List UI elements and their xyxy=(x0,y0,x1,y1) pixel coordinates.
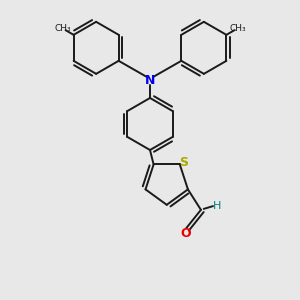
Text: CH₃: CH₃ xyxy=(229,24,246,33)
Text: S: S xyxy=(179,156,188,169)
Text: N: N xyxy=(145,74,155,87)
Text: CH₃: CH₃ xyxy=(54,24,71,33)
Text: H: H xyxy=(212,201,221,211)
Text: O: O xyxy=(181,227,191,241)
